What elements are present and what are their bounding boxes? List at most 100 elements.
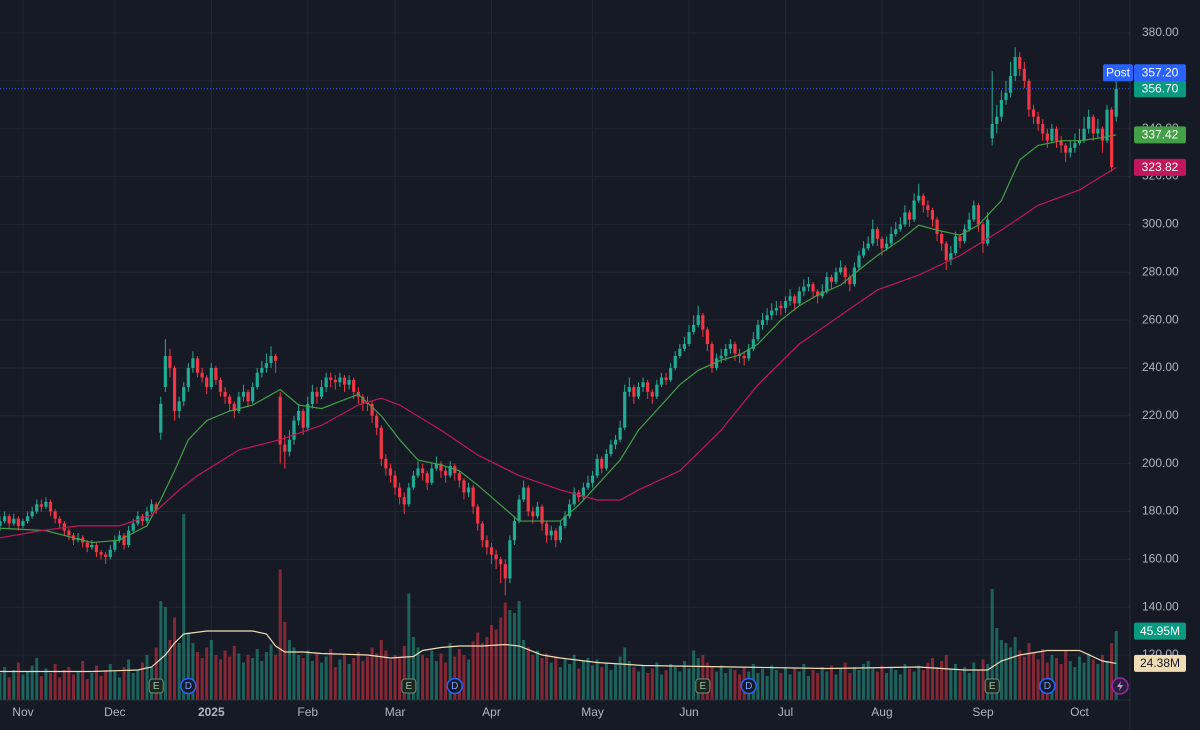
volume-bar (503, 602, 507, 700)
candle-body (90, 544, 94, 548)
candle-body (471, 487, 475, 507)
candle-body (673, 355, 677, 368)
volume-bar (136, 670, 140, 700)
y-tick-label: 380.00 (1142, 25, 1179, 39)
candle-body (540, 506, 544, 524)
candle-body (39, 504, 43, 507)
volume-bar (940, 661, 944, 700)
candle-body (517, 499, 521, 522)
volume-bar (81, 661, 85, 700)
volume-bar (467, 659, 471, 700)
candle-body (154, 504, 158, 510)
candle-body (834, 272, 838, 282)
volume-bar (650, 668, 654, 700)
volume-bar (471, 641, 475, 700)
volume-bar (444, 662, 448, 700)
candle-body (1008, 76, 1013, 93)
volume-bar (237, 653, 241, 700)
volume-bar (53, 664, 57, 700)
volume-bar (976, 670, 980, 700)
candle-body (1013, 56, 1017, 77)
candle-body (361, 396, 365, 404)
volume-bar (434, 661, 438, 700)
volume-bar (894, 670, 898, 700)
volume-bar (549, 662, 553, 700)
candle-body (228, 396, 232, 404)
candle-body (278, 396, 282, 445)
x-tick-label: Apr (482, 705, 501, 719)
candle-body (58, 518, 62, 524)
candle-body (898, 224, 902, 230)
volume-bar (421, 655, 425, 700)
x-tick-label: May (581, 705, 604, 719)
volume-bar (636, 671, 640, 700)
volume-bar (287, 640, 291, 700)
candle-body (296, 411, 301, 421)
dividend-icon (1039, 677, 1056, 695)
candle-body (48, 501, 53, 512)
candle-body (205, 377, 209, 388)
volume-bar (990, 589, 994, 700)
volume-bar (62, 670, 66, 700)
candle-body (1036, 116, 1040, 124)
dividend-icon (740, 677, 757, 695)
volume-bar (843, 662, 847, 700)
volume-bar (145, 655, 149, 700)
candle-body (1064, 145, 1068, 153)
candle-body (342, 377, 347, 385)
candle-body (692, 324, 696, 333)
volume-bar (361, 661, 365, 700)
candle-body (421, 468, 425, 474)
volume-bar (241, 662, 245, 700)
volume-bar (586, 658, 590, 700)
volume-bar (200, 658, 204, 700)
volume-bar (251, 658, 255, 700)
volume-bar (1082, 662, 1086, 700)
volume-bar (724, 673, 728, 700)
volume-bar (595, 659, 599, 700)
volume-bar (425, 658, 429, 700)
candle-body (912, 200, 916, 220)
volume-bar (140, 662, 144, 700)
candle-body (99, 552, 103, 555)
volume-bar (618, 656, 622, 700)
candle-body (728, 344, 732, 349)
candle-body (963, 229, 967, 242)
alert-icon[interactable] (1111, 677, 1129, 695)
earnings-icon (148, 678, 164, 694)
candle-body (545, 523, 549, 536)
volume-bar (770, 665, 774, 700)
volume-bar (462, 655, 466, 700)
volume-bar (981, 659, 985, 700)
candle-body (655, 384, 659, 397)
volume-bar (1068, 661, 1072, 700)
volume-bar (935, 667, 939, 700)
candle-body (811, 284, 815, 292)
volume-bar (797, 671, 801, 700)
candle-body (843, 267, 847, 278)
candle-body (1004, 92, 1008, 100)
volume-bar (788, 674, 792, 700)
candle-body (664, 377, 668, 380)
candle-body (861, 248, 866, 256)
volume-bar (641, 665, 645, 700)
price-label: 357.20 (1142, 65, 1179, 79)
candle-body (503, 564, 507, 579)
candle-body (416, 468, 420, 476)
candle-body (600, 458, 604, 469)
candle-body (149, 504, 154, 512)
volume-bar (85, 679, 89, 700)
candle-body (375, 415, 379, 428)
volume-bar (12, 670, 16, 700)
candle-body (21, 521, 25, 526)
candle-body (457, 473, 461, 481)
volume-bar (260, 661, 264, 700)
candle-body (200, 372, 204, 378)
volume-bar (779, 673, 783, 700)
volume-bar (535, 650, 539, 700)
volume-bar (246, 655, 250, 700)
volume-bar (274, 655, 278, 700)
y-tick-label: 160.00 (1142, 552, 1179, 566)
